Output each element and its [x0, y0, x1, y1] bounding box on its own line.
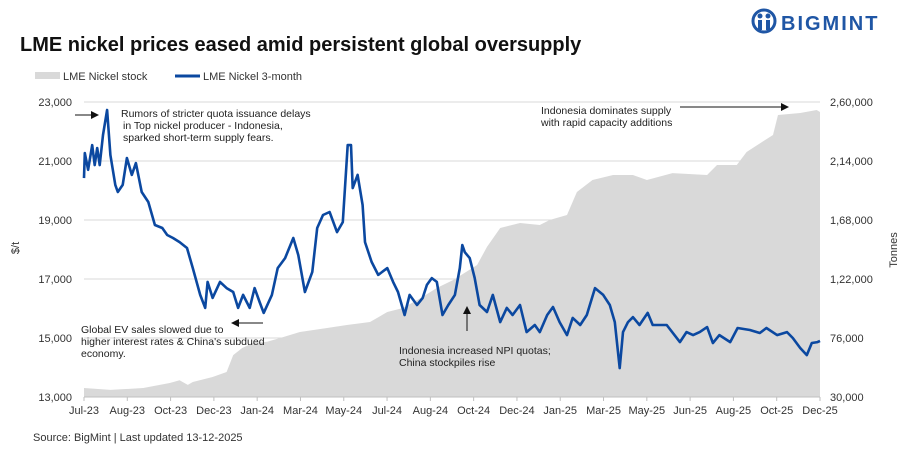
annotation-line: Indonesia dominates supply — [541, 105, 672, 117]
annotation-quota-rumors: Rumors of stricter quota issuance delays… — [75, 108, 311, 144]
legend-label-price: LME Nickel 3-month — [203, 71, 302, 83]
x-tick-label: Jan-25 — [543, 405, 577, 417]
y-axis-left-title: $/t — [10, 242, 22, 254]
x-tick-label: Aug-24 — [413, 405, 448, 417]
x-tick-label: Mar-24 — [283, 405, 318, 417]
y-tick-right: 2,14,000 — [830, 156, 873, 168]
y-tick-left: 23,000 — [38, 97, 72, 109]
x-tick-label: Aug-25 — [716, 405, 751, 417]
source-note: Source: BigMint | Last updated 13-12-202… — [33, 432, 243, 444]
x-tick-label: May-24 — [325, 405, 362, 417]
x-tick-label: Jul-23 — [69, 405, 99, 417]
annotation-npi-quotas: Indonesia increased NPI quotas; China st… — [399, 306, 551, 369]
legend-swatch-stock — [35, 72, 60, 79]
x-tick-label: Dec-25 — [802, 405, 837, 417]
y-tick-right: 30,000 — [830, 392, 864, 404]
x-tick-label: Jan-24 — [240, 405, 274, 417]
y-tick-right: 1,68,000 — [830, 215, 873, 227]
annotation-ev-sales: Global EV sales slowed due to higher int… — [81, 319, 265, 360]
stock-area — [84, 110, 820, 397]
annotation-line: higher interest rates & China's subdued — [81, 336, 265, 348]
annotation-line: in Top nickel producer - Indonesia, — [123, 120, 283, 132]
y-tick-left: 17,000 — [38, 274, 72, 286]
x-tick-label: May-25 — [628, 405, 665, 417]
x-tick-label: Mar-25 — [586, 405, 621, 417]
legend-label-stock: LME Nickel stock — [63, 71, 148, 83]
x-tick-label: Jun-25 — [673, 405, 707, 417]
x-tick-label: Dec-24 — [499, 405, 534, 417]
y-tick-left: 21,000 — [38, 156, 72, 168]
y-tick-right: 1,22,000 — [830, 274, 873, 286]
x-tick-label: Jul-24 — [372, 405, 402, 417]
price-line — [82, 108, 821, 370]
annotation-line: sparked short-term supply fears. — [123, 132, 274, 144]
x-axis: Jul-23 Aug-23 Oct-23 Dec-23 Jan-24 Mar-24 May-… — [69, 396, 838, 417]
y-axis-right-title: Tonnes — [888, 232, 900, 268]
x-tick-label: Oct-23 — [154, 405, 187, 417]
legend: LME Nickel stock LME Nickel 3-month — [35, 71, 302, 83]
y-tick-right: 2,60,000 — [830, 97, 873, 109]
x-tick-label: Dec-23 — [196, 405, 231, 417]
annotation-line: China stockpiles rise — [399, 357, 495, 369]
annotation-line: Indonesia increased NPI quotas; — [399, 345, 551, 357]
x-tick-label: Oct-25 — [760, 405, 793, 417]
y-tick-left: 19,000 — [38, 215, 72, 227]
annotation-line: with rapid capacity additions — [540, 117, 672, 129]
y-tick-left: 15,000 — [38, 333, 72, 345]
y-axis-right: 2,60,000 2,14,000 1,68,000 1,22,000 76,000 30… — [830, 97, 873, 404]
annotation-line: Global EV sales slowed due to — [81, 324, 224, 336]
bigmint-logo: BIGMINT — [751, 8, 879, 35]
logo-people-icon — [751, 8, 777, 34]
annotation-indonesia-dominates: Indonesia dominates supply with rapid ca… — [540, 103, 789, 129]
x-tick-label: Aug-23 — [110, 405, 145, 417]
chart-title: LME nickel prices eased amid persistent … — [20, 34, 582, 56]
y-tick-right: 76,000 — [830, 333, 864, 345]
logo-text: BIGMINT — [781, 13, 879, 35]
x-tick-label: Oct-24 — [457, 405, 490, 417]
y-axis-left: 23,000 21,000 19,000 17,000 15,000 13,000 — [38, 97, 72, 404]
annotation-line: economy. — [81, 348, 126, 360]
y-tick-left: 13,000 — [38, 392, 72, 404]
annotation-line: Rumors of stricter quota issuance delays — [121, 108, 311, 120]
